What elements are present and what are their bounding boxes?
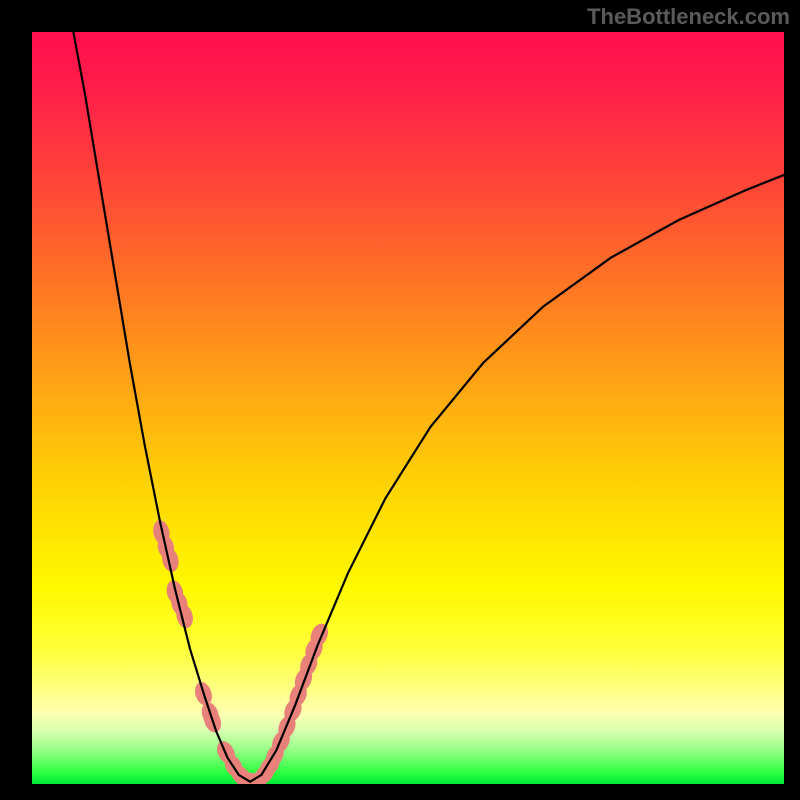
curve-right (250, 175, 784, 782)
curve-left (73, 32, 250, 782)
watermark-text: TheBottleneck.com (587, 4, 790, 30)
plot-area (32, 32, 784, 784)
chart-root: TheBottleneck.com (0, 0, 800, 800)
curve-layer (32, 32, 784, 784)
